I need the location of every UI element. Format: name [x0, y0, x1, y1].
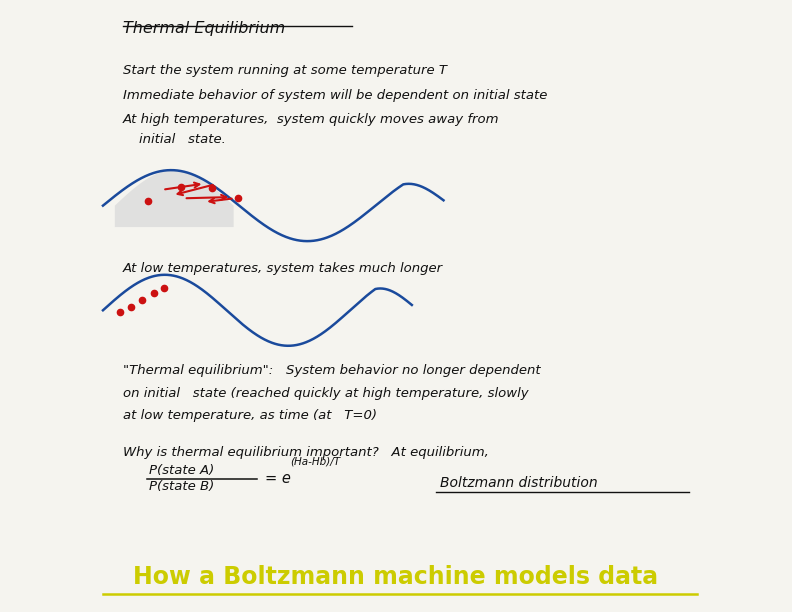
Text: How a Boltzmann machine models data: How a Boltzmann machine models data — [133, 565, 659, 589]
Polygon shape — [115, 170, 234, 227]
Text: At high temperatures,  system quickly moves away from: At high temperatures, system quickly mov… — [123, 113, 499, 126]
Text: Why is thermal equilibrium important?   At equilibrium,: Why is thermal equilibrium important? At… — [123, 446, 489, 458]
Text: at low temperature, as time (at   T=0): at low temperature, as time (at T=0) — [123, 409, 377, 422]
Text: = e: = e — [265, 471, 291, 486]
Text: Boltzmann distribution: Boltzmann distribution — [440, 477, 597, 490]
Text: on initial   state (reached quickly at high temperature, slowly: on initial state (reached quickly at hig… — [123, 387, 528, 400]
Text: "Thermal equilibrium":   System behavior no longer dependent: "Thermal equilibrium": System behavior n… — [123, 364, 540, 377]
Text: P(state B): P(state B) — [149, 480, 214, 493]
Text: initial   state.: initial state. — [139, 133, 226, 146]
Text: P(state A): P(state A) — [149, 464, 214, 477]
Text: (Ha-Hb)/T: (Ha-Hb)/T — [291, 457, 341, 467]
Text: Immediate behavior of system will be dependent on initial state: Immediate behavior of system will be dep… — [123, 89, 547, 102]
Text: Start the system running at some temperature T: Start the system running at some tempera… — [123, 64, 447, 77]
Text: Thermal Equilibrium: Thermal Equilibrium — [123, 21, 285, 37]
Text: At low temperatures, system takes much longer: At low temperatures, system takes much l… — [123, 262, 443, 275]
